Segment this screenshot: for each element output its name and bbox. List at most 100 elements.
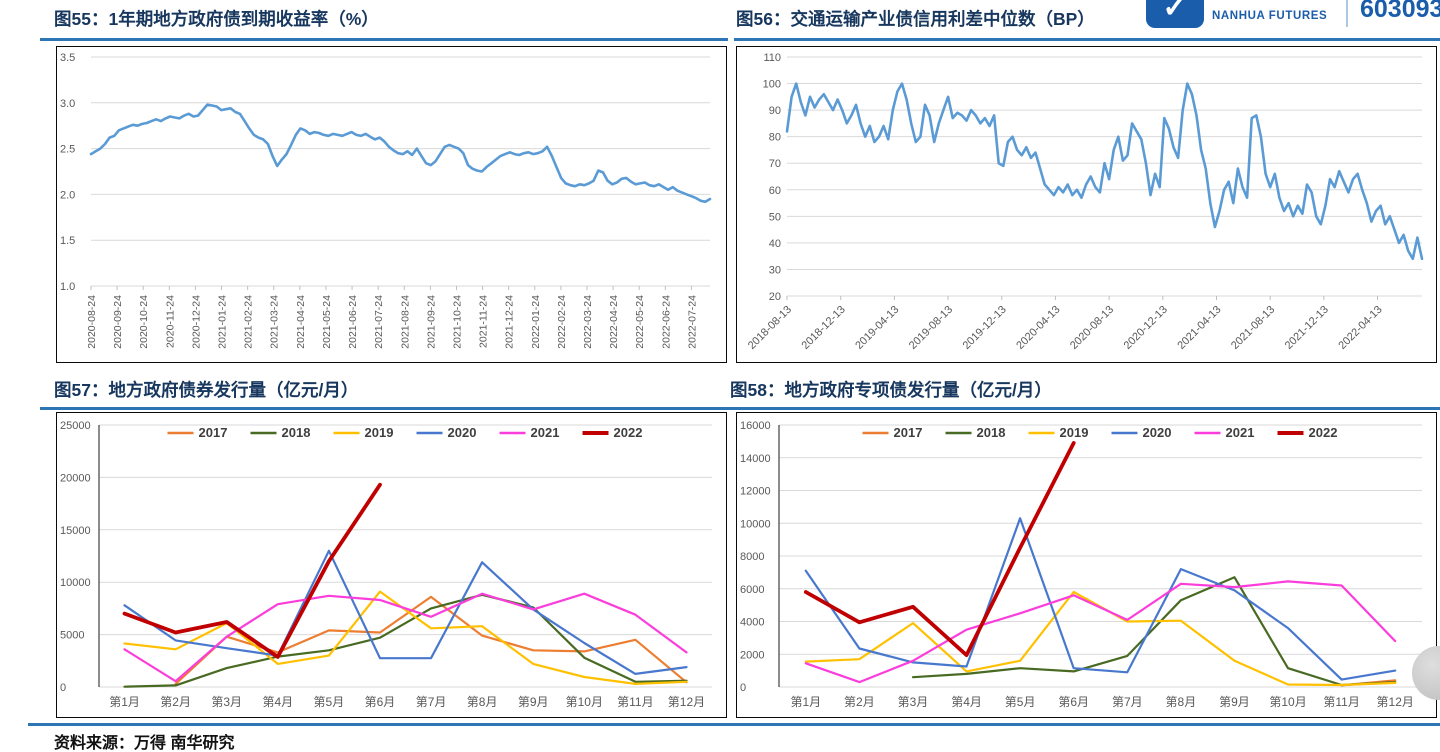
svg-text:2021-10-24: 2021-10-24 bbox=[451, 295, 463, 349]
svg-text:2022-07-24: 2022-07-24 bbox=[686, 295, 698, 349]
svg-text:2022-05-24: 2022-05-24 bbox=[634, 295, 646, 349]
svg-text:15000: 15000 bbox=[60, 525, 91, 537]
nanhua-logo-icon: ✓ bbox=[1146, 0, 1204, 28]
footer-rule bbox=[28, 723, 1440, 726]
svg-text:第6月: 第6月 bbox=[1058, 695, 1089, 709]
svg-text:20000: 20000 bbox=[60, 472, 91, 484]
svg-text:2022-02-24: 2022-02-24 bbox=[556, 295, 568, 349]
figure-55-title-rule bbox=[40, 38, 728, 41]
svg-text:5000: 5000 bbox=[60, 630, 84, 642]
fig56-x-axis-labels: 2018-08-13 2018-12-13 2019-04-13 2019-08-13… bbox=[746, 296, 1385, 352]
svg-text:2021-02-24: 2021-02-24 bbox=[243, 295, 255, 349]
svg-text:2020-11-24: 2020-11-24 bbox=[164, 295, 176, 348]
svg-text:2021-05-24: 2021-05-24 bbox=[321, 295, 333, 349]
fig57-series-lines bbox=[122, 482, 688, 688]
svg-text:第10月: 第10月 bbox=[566, 695, 603, 709]
svg-text:2018-12-13: 2018-12-13 bbox=[800, 304, 848, 352]
svg-text:第8月: 第8月 bbox=[467, 695, 498, 709]
svg-text:110: 110 bbox=[763, 52, 781, 64]
svg-text:0: 0 bbox=[740, 682, 746, 694]
fig58-series-lines bbox=[803, 441, 1397, 687]
source-note: 资料来源：万得 南华研究 bbox=[54, 735, 235, 752]
svg-text:80: 80 bbox=[769, 132, 781, 144]
svg-text:2019-04-13: 2019-04-13 bbox=[853, 304, 901, 352]
svg-text:2.0: 2.0 bbox=[60, 189, 75, 201]
svg-text:16000: 16000 bbox=[740, 420, 771, 432]
svg-text:2021-12-13: 2021-12-13 bbox=[1283, 304, 1331, 352]
svg-text:2022-01-24: 2022-01-24 bbox=[530, 295, 542, 349]
svg-text:2020-08-13: 2020-08-13 bbox=[1068, 304, 1116, 352]
svg-text:2021: 2021 bbox=[531, 425, 560, 440]
svg-text:2021-03-24: 2021-03-24 bbox=[269, 295, 281, 349]
svg-text:2017: 2017 bbox=[894, 425, 923, 440]
brand-divider bbox=[1346, 0, 1348, 27]
svg-text:2019: 2019 bbox=[1060, 425, 1089, 440]
svg-text:50: 50 bbox=[769, 211, 781, 223]
svg-text:第12月: 第12月 bbox=[668, 695, 705, 709]
svg-text:2020: 2020 bbox=[448, 425, 477, 440]
svg-text:2021-08-13: 2021-08-13 bbox=[1229, 304, 1277, 352]
figure-56-title-rule bbox=[734, 38, 1440, 41]
fig57-x-axis-labels: 第1月 第2月 第3月 第4月 第5月 第6月 第7月 第8月 第9月 第10月 第11月 第12月 bbox=[109, 695, 705, 709]
fig56-gridlines bbox=[787, 56, 1422, 297]
fig57-legend: 2017 2018 2019 2020 2021 2022 bbox=[167, 425, 643, 440]
fig56-series-lines bbox=[785, 82, 1424, 261]
fig57-y-axis-labels: 0 5000 10000 15000 20000 25000 bbox=[60, 420, 91, 694]
svg-text:3.0: 3.0 bbox=[60, 98, 75, 110]
svg-text:70: 70 bbox=[769, 158, 781, 170]
svg-text:第12月: 第12月 bbox=[1377, 695, 1414, 709]
svg-text:2020-09-24: 2020-09-24 bbox=[112, 295, 124, 349]
svg-text:2022-04-13: 2022-04-13 bbox=[1336, 304, 1384, 352]
svg-text:第6月: 第6月 bbox=[365, 695, 396, 709]
fig55-series-lines bbox=[89, 103, 712, 203]
svg-text:2019: 2019 bbox=[365, 425, 394, 440]
svg-text:第5月: 第5月 bbox=[1005, 695, 1036, 709]
svg-text:0: 0 bbox=[60, 682, 66, 694]
svg-text:2000: 2000 bbox=[740, 649, 764, 661]
figure-58-title-rule bbox=[728, 407, 1440, 410]
svg-text:40: 40 bbox=[769, 238, 781, 250]
svg-text:2022-03-24: 2022-03-24 bbox=[582, 295, 594, 349]
svg-text:14000: 14000 bbox=[740, 453, 771, 465]
svg-text:第9月: 第9月 bbox=[518, 695, 549, 709]
svg-text:第1月: 第1月 bbox=[790, 695, 821, 709]
svg-text:2021-04-13: 2021-04-13 bbox=[1175, 304, 1223, 352]
svg-text:2022: 2022 bbox=[614, 425, 643, 440]
svg-text:第10月: 第10月 bbox=[1269, 695, 1306, 709]
svg-text:第3月: 第3月 bbox=[898, 695, 929, 709]
svg-text:2021-12-24: 2021-12-24 bbox=[504, 295, 516, 349]
svg-text:2021-09-24: 2021-09-24 bbox=[425, 295, 437, 349]
svg-text:1.5: 1.5 bbox=[60, 235, 75, 247]
svg-text:12000: 12000 bbox=[740, 486, 771, 498]
svg-text:2.5: 2.5 bbox=[60, 144, 75, 156]
figure-55-title: 图55：1年期地方政府债到期收益率（%） bbox=[54, 9, 379, 29]
svg-text:第1月: 第1月 bbox=[109, 695, 140, 709]
svg-text:30: 30 bbox=[769, 264, 781, 276]
figure-56-chart: 20 30 40 50 60 70 80 90 100 110 2018-08-13 2018-12-… bbox=[736, 46, 1437, 363]
svg-text:2018: 2018 bbox=[977, 425, 1006, 440]
fig57-plot: 0 5000 10000 15000 20000 25000 第1月 第2月 第3月 第4月 第5月… bbox=[60, 420, 712, 709]
svg-text:第11月: 第11月 bbox=[617, 695, 653, 709]
svg-text:2022-04-24: 2022-04-24 bbox=[608, 295, 620, 349]
svg-text:第4月: 第4月 bbox=[951, 695, 982, 709]
svg-text:第3月: 第3月 bbox=[211, 695, 242, 709]
svg-text:2020-08-24: 2020-08-24 bbox=[86, 295, 98, 349]
svg-text:60: 60 bbox=[769, 185, 781, 197]
svg-text:第2月: 第2月 bbox=[160, 695, 191, 709]
brand-name: NANHUA FUTURES bbox=[1212, 10, 1328, 22]
fig55-y-axis-labels: 1.0 1.5 2.0 2.5 3.0 3.5 bbox=[60, 52, 75, 293]
figure-56-title: 图56：交通运输产业债信用利差中位数（BP） bbox=[736, 9, 1095, 29]
figure-58-title: 图58：地方政府专项债发行量（亿元/月） bbox=[730, 380, 1052, 400]
fig56-plot: 20 30 40 50 60 70 80 90 100 110 2018-08-13 2018-12-… bbox=[746, 52, 1424, 352]
svg-text:2019-08-13: 2019-08-13 bbox=[907, 304, 955, 352]
fig58-x-axis-labels: 第1月 第2月 第3月 第4月 第5月 第6月 第7月 第8月 第9月 第10月 第11月 第12月 bbox=[790, 695, 1413, 709]
svg-text:2020: 2020 bbox=[1143, 425, 1172, 440]
svg-text:2020-10-24: 2020-10-24 bbox=[138, 295, 150, 349]
svg-text:2020-04-13: 2020-04-13 bbox=[1014, 304, 1062, 352]
fig58-gridlines bbox=[779, 424, 1422, 688]
svg-text:6000: 6000 bbox=[740, 584, 764, 596]
svg-text:10000: 10000 bbox=[60, 577, 91, 589]
svg-text:第7月: 第7月 bbox=[1112, 695, 1143, 709]
